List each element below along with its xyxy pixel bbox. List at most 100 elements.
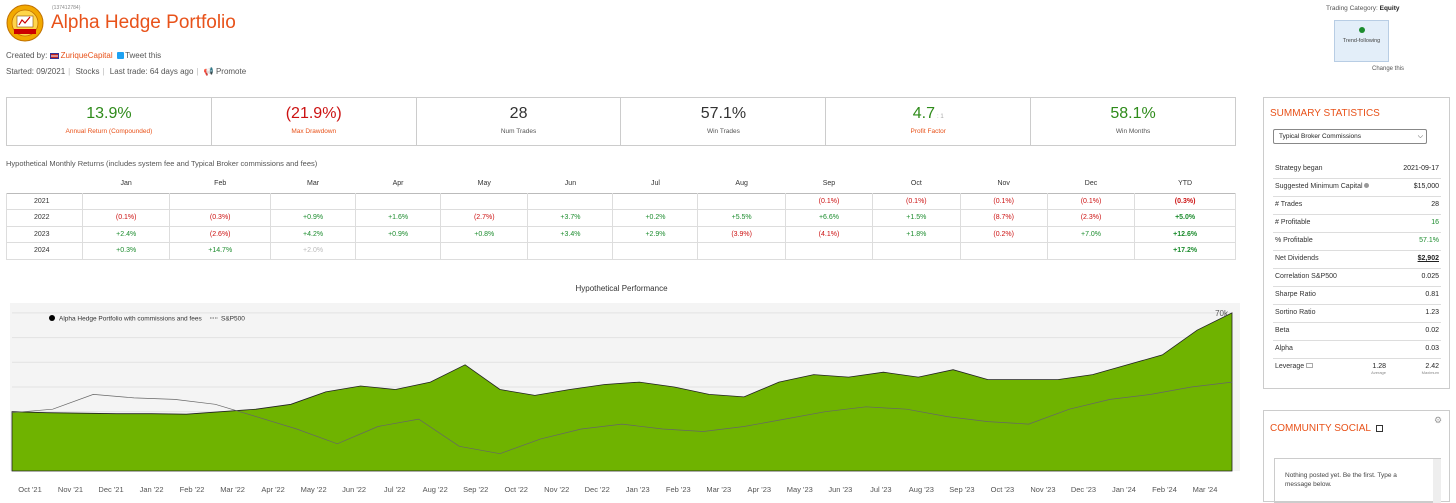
return-cell[interactable] [355, 242, 442, 260]
trading-category-badge[interactable]: Trend-following [1334, 20, 1389, 62]
return-cell[interactable] [169, 192, 272, 210]
return-cell[interactable]: +0.9% [270, 209, 357, 227]
return-cell[interactable]: (0.1%) [872, 192, 961, 210]
monthly-returns-title: Hypothetical Monthly Returns (includes s… [6, 159, 318, 168]
return-cell[interactable] [872, 242, 961, 260]
return-cell[interactable]: +7.0% [1046, 225, 1136, 243]
stat-label: Beta [1275, 327, 1290, 334]
return-cell[interactable]: +2.0% [270, 242, 357, 260]
external-link-icon[interactable] [1376, 424, 1384, 432]
return-cell[interactable] [527, 242, 614, 260]
x-tick-label: Oct '23 [991, 485, 1015, 494]
return-cell[interactable] [355, 192, 442, 210]
return-cell[interactable]: (0.1%) [784, 192, 874, 210]
return-cell[interactable]: (0.1%) [959, 192, 1048, 210]
return-cell[interactable]: (0.2%) [959, 225, 1048, 243]
social-scrollbar[interactable] [1433, 459, 1441, 503]
return-cell[interactable] [612, 242, 699, 260]
creator-link[interactable]: ZuriqueCapital [60, 51, 113, 60]
return-cell[interactable]: (0.1%) [81, 209, 171, 227]
return-cell[interactable] [527, 192, 614, 210]
strategy-badge-logo [6, 4, 44, 42]
trading-category-label: Trading Category: Equity [1326, 5, 1400, 12]
return-cell[interactable] [440, 192, 529, 210]
change-category-link[interactable]: Change this [1372, 66, 1405, 72]
tweet-link[interactable]: Tweet this [125, 51, 162, 60]
kpi-cell: 57.1% Win Trades [621, 98, 827, 145]
return-cell[interactable] [1046, 242, 1136, 260]
chart-icon[interactable] [1306, 363, 1314, 368]
social-feed[interactable]: Nothing posted yet. Be the first. Type a… [1274, 458, 1441, 503]
return-cell[interactable]: +5.5% [697, 209, 786, 227]
return-cell[interactable]: +3.7% [527, 209, 614, 227]
stat-value[interactable]: $2,902 [1417, 255, 1439, 262]
twitter-icon[interactable] [117, 52, 125, 60]
column-header: May [477, 179, 491, 187]
leverage-average: 1.28 [1372, 363, 1386, 370]
return-cell[interactable] [697, 192, 786, 210]
stat-value: 16 [1431, 219, 1439, 226]
column-header: Mar [307, 179, 320, 187]
stat-label: Sortino Ratio [1275, 309, 1316, 316]
return-cell[interactable]: +4.2% [270, 225, 357, 243]
column-header: Jun [564, 179, 577, 187]
x-tick-label: Jun '23 [828, 485, 852, 494]
return-cell[interactable]: (0.3%) [169, 209, 272, 227]
return-cell[interactable]: +6.6% [784, 209, 874, 227]
return-cell[interactable]: +0.2% [612, 209, 699, 227]
return-cell[interactable]: +14.7% [169, 242, 272, 260]
return-cell[interactable] [440, 242, 529, 260]
x-tick-label: Jul '22 [384, 485, 405, 494]
column-header: YTD [1178, 179, 1193, 187]
return-cell[interactable]: +1.8% [872, 225, 961, 243]
kpi-cell: (21.9%) Max Drawdown [212, 98, 417, 145]
return-cell[interactable]: +17.2% [1134, 242, 1236, 260]
return-cell[interactable] [697, 242, 786, 260]
gear-icon[interactable]: ⚙ [1434, 415, 1443, 425]
return-cell[interactable] [612, 192, 699, 210]
legend-label-sp500[interactable]: S&P500 [221, 316, 245, 323]
return-cell[interactable]: +5.0% [1134, 209, 1236, 227]
return-cell[interactable]: +2.9% [612, 225, 699, 243]
sp500-line-series[interactable] [11, 381, 1233, 455]
return-cell[interactable]: (2.7%) [440, 209, 529, 227]
return-cell[interactable]: (8.7%) [959, 209, 1048, 227]
return-cell[interactable]: +0.9% [355, 225, 442, 243]
return-cell[interactable]: +12.6% [1134, 225, 1236, 243]
promote-link[interactable]: Promote [215, 67, 247, 76]
table-row: 2022 (0.1%) (0.3%) +0.9% +1.6% (2.7%) +3.7% +0.… [6, 209, 1236, 227]
return-cell[interactable] [270, 192, 357, 210]
legend-label-portfolio[interactable]: Alpha Hedge Portfolio with commissions a… [59, 316, 202, 323]
x-tick-label: Aug '23 [909, 485, 934, 494]
kpi-cell: 4.7: 1 Profit Factor [826, 98, 1032, 145]
return-cell[interactable]: +0.8% [440, 225, 529, 243]
megaphone-icon[interactable]: 📢 [203, 67, 214, 76]
return-cell[interactable]: (2.6%) [169, 225, 272, 243]
return-cell[interactable]: +2.4% [81, 225, 171, 243]
x-tick-label: Feb '22 [180, 485, 205, 494]
return-cell[interactable] [784, 242, 874, 260]
last-trade: Last trade: 64 days ago [109, 67, 194, 76]
portfolio-area-series[interactable] [11, 312, 1233, 472]
commission-select[interactable]: Typical Broker Commissions ⌵ [1273, 129, 1427, 144]
return-cell[interactable]: (2.3%) [1046, 209, 1136, 227]
return-cell[interactable] [959, 242, 1048, 260]
kpi-value: 58.1% [1110, 105, 1156, 122]
year-cell: 2021 [6, 192, 83, 210]
return-cell[interactable]: (3.9%) [697, 225, 786, 243]
return-cell[interactable]: +1.6% [355, 209, 442, 227]
return-cell[interactable]: (0.1%) [1046, 192, 1136, 210]
info-icon[interactable] [1363, 183, 1369, 188]
x-tick-label: Jan '24 [1112, 485, 1136, 494]
return-cell[interactable]: +1.5% [872, 209, 961, 227]
return-cell[interactable]: (4.1%) [784, 225, 874, 243]
summary-stat-row: # Profitable 16 [1273, 215, 1441, 233]
stat-value: 57.1% [1419, 237, 1439, 244]
us-flag-icon [49, 52, 59, 59]
return-cell[interactable]: (0.3%) [1134, 192, 1236, 210]
return-cell[interactable]: +3.4% [527, 225, 614, 243]
return-cell[interactable] [81, 192, 171, 210]
kpi-value: 13.9% [86, 105, 132, 122]
return-cell[interactable]: +0.3% [81, 242, 171, 260]
